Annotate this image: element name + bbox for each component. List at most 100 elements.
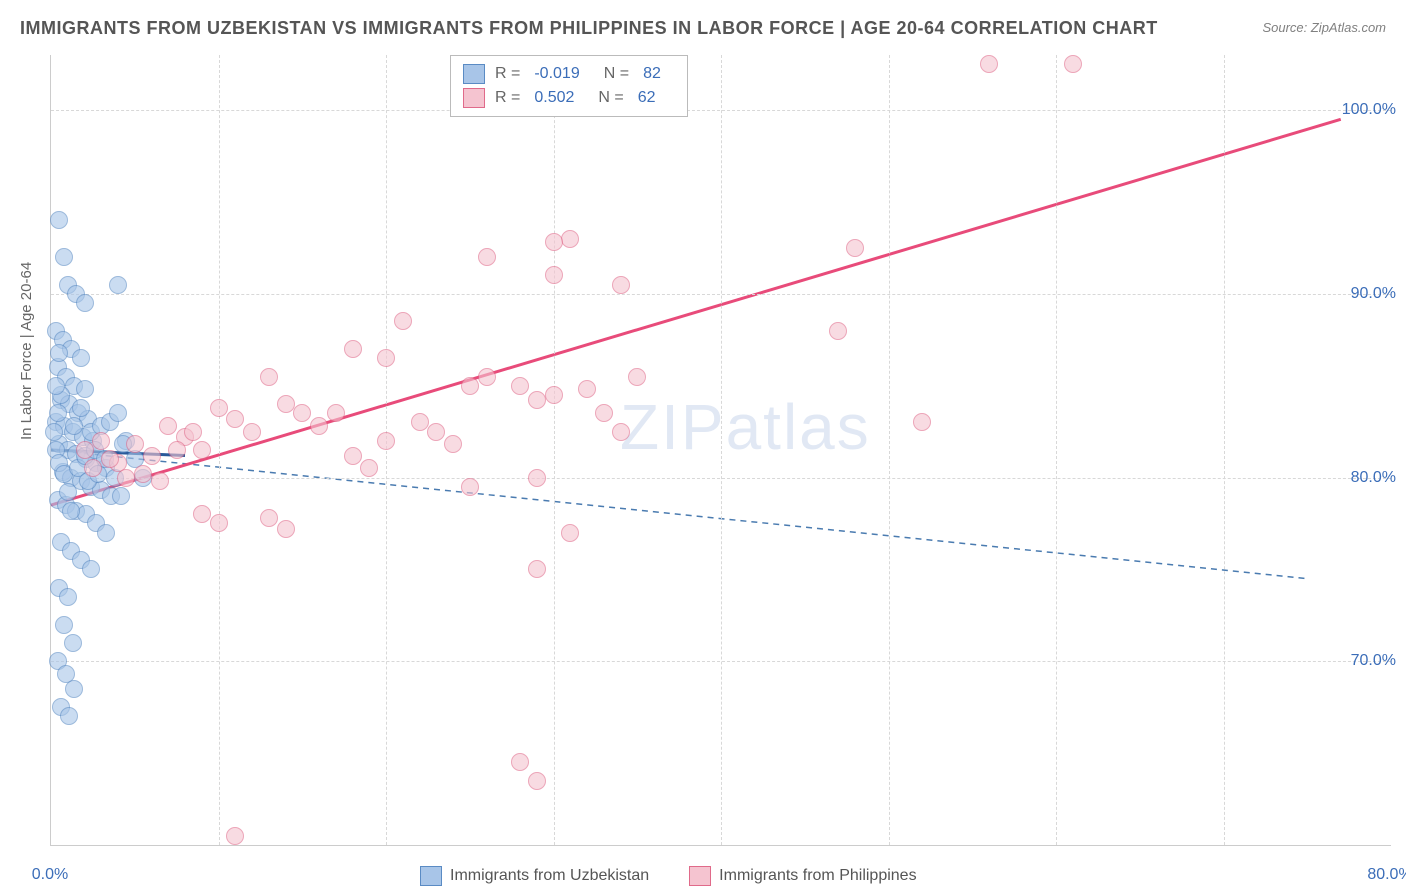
scatter-point bbox=[545, 266, 563, 284]
x-tick-label: 80.0% bbox=[1367, 866, 1406, 884]
scatter-point bbox=[545, 386, 563, 404]
scatter-point bbox=[612, 276, 630, 294]
scatter-point bbox=[184, 423, 202, 441]
scatter-point bbox=[159, 417, 177, 435]
scatter-point bbox=[55, 248, 73, 266]
r-label: R = bbox=[495, 86, 520, 110]
n-value: 62 bbox=[638, 86, 656, 110]
scatter-point bbox=[377, 432, 395, 450]
y-tick-label: 90.0% bbox=[1351, 285, 1396, 303]
scatter-point bbox=[64, 634, 82, 652]
legend-label: Immigrants from Uzbekistan bbox=[450, 867, 649, 885]
scatter-point bbox=[210, 399, 228, 417]
legend-item: Immigrants from Philippines bbox=[689, 866, 916, 886]
scatter-point bbox=[97, 524, 115, 542]
scatter-point bbox=[360, 459, 378, 477]
scatter-point bbox=[394, 312, 412, 330]
scatter-point bbox=[578, 380, 596, 398]
scatter-point bbox=[109, 276, 127, 294]
scatter-point bbox=[59, 483, 77, 501]
chart-plot-area bbox=[50, 55, 1391, 846]
scatter-point bbox=[545, 233, 563, 251]
gridline-v bbox=[219, 55, 220, 845]
scatter-point bbox=[65, 417, 83, 435]
correlation-legend: R = -0.019 N = 82 R = 0.502 N = 62 bbox=[450, 55, 688, 117]
scatter-point bbox=[109, 404, 127, 422]
scatter-point bbox=[561, 524, 579, 542]
scatter-point bbox=[478, 368, 496, 386]
r-value: 0.502 bbox=[534, 86, 574, 110]
n-label: N = bbox=[598, 86, 623, 110]
scatter-point bbox=[55, 616, 73, 634]
scatter-point bbox=[595, 404, 613, 422]
scatter-point bbox=[411, 413, 429, 431]
scatter-point bbox=[126, 435, 144, 453]
legend-item: Immigrants from Uzbekistan bbox=[420, 866, 649, 886]
scatter-point bbox=[444, 435, 462, 453]
gridline-v bbox=[386, 55, 387, 845]
scatter-point bbox=[1064, 55, 1082, 73]
scatter-point bbox=[344, 447, 362, 465]
scatter-point bbox=[612, 423, 630, 441]
scatter-point bbox=[84, 459, 102, 477]
y-tick-label: 80.0% bbox=[1351, 469, 1396, 487]
legend-swatch bbox=[463, 64, 485, 84]
scatter-point bbox=[65, 680, 83, 698]
scatter-point bbox=[112, 487, 130, 505]
scatter-point bbox=[82, 560, 100, 578]
y-tick-label: 70.0% bbox=[1351, 652, 1396, 670]
scatter-point bbox=[260, 509, 278, 527]
gridline-v bbox=[1224, 55, 1225, 845]
scatter-point bbox=[76, 441, 94, 459]
scatter-point bbox=[293, 404, 311, 422]
scatter-point bbox=[143, 447, 161, 465]
gridline-v bbox=[889, 55, 890, 845]
r-value: -0.019 bbox=[534, 62, 579, 86]
legend-row: R = 0.502 N = 62 bbox=[463, 86, 675, 110]
scatter-point bbox=[377, 349, 395, 367]
scatter-point bbox=[511, 377, 529, 395]
scatter-point bbox=[528, 772, 546, 790]
scatter-point bbox=[50, 344, 68, 362]
y-tick-label: 100.0% bbox=[1342, 101, 1396, 119]
scatter-point bbox=[277, 395, 295, 413]
scatter-point bbox=[260, 368, 278, 386]
series-legend: Immigrants from Uzbekistan Immigrants fro… bbox=[420, 866, 917, 886]
scatter-point bbox=[528, 391, 546, 409]
scatter-point bbox=[829, 322, 847, 340]
scatter-point bbox=[561, 230, 579, 248]
y-axis-label: In Labor Force | Age 20-64 bbox=[18, 262, 35, 440]
scatter-point bbox=[45, 423, 63, 441]
scatter-point bbox=[72, 349, 90, 367]
scatter-point bbox=[210, 514, 228, 532]
scatter-point bbox=[193, 441, 211, 459]
n-value: 82 bbox=[643, 62, 661, 86]
scatter-point bbox=[528, 560, 546, 578]
r-label: R = bbox=[495, 62, 520, 86]
n-label: N = bbox=[604, 62, 629, 86]
scatter-point bbox=[628, 368, 646, 386]
scatter-point bbox=[193, 505, 211, 523]
scatter-point bbox=[151, 472, 169, 490]
scatter-point bbox=[511, 753, 529, 771]
scatter-point bbox=[344, 340, 362, 358]
scatter-point bbox=[101, 450, 119, 468]
scatter-point bbox=[461, 478, 479, 496]
scatter-point bbox=[846, 239, 864, 257]
scatter-point bbox=[92, 432, 110, 450]
scatter-point bbox=[310, 417, 328, 435]
scatter-point bbox=[62, 502, 80, 520]
source-attribution: Source: ZipAtlas.com bbox=[1262, 20, 1386, 35]
scatter-point bbox=[226, 827, 244, 845]
scatter-point bbox=[49, 404, 67, 422]
scatter-point bbox=[47, 377, 65, 395]
legend-swatch bbox=[463, 88, 485, 108]
scatter-point bbox=[913, 413, 931, 431]
gridline-v bbox=[554, 55, 555, 845]
scatter-point bbox=[168, 441, 186, 459]
scatter-point bbox=[76, 380, 94, 398]
scatter-point bbox=[528, 469, 546, 487]
scatter-point bbox=[277, 520, 295, 538]
scatter-point bbox=[243, 423, 261, 441]
scatter-point bbox=[134, 465, 152, 483]
